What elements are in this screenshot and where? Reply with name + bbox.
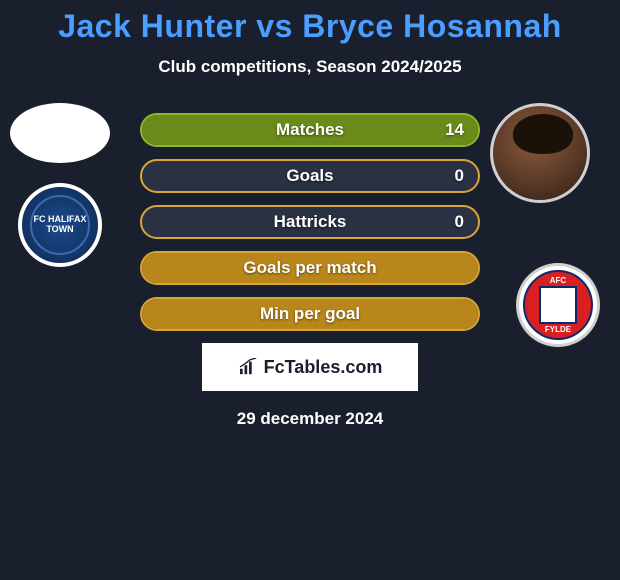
club-badge-right-label-bottom: FYLDE [525,325,591,334]
comparison-bars: Matches14Goals0Hattricks0Goals per match… [140,113,480,331]
stat-label: Hattricks [142,207,478,237]
stat-row: Matches14 [140,113,480,147]
stat-row: Min per goal [140,297,480,331]
subtitle: Club competitions, Season 2024/2025 [0,57,620,77]
player-left-avatar [10,103,110,163]
stat-value: 0 [455,207,464,237]
snapshot-date: 29 december 2024 [0,409,620,429]
player-right-avatar [490,103,590,203]
stat-label: Min per goal [142,299,478,329]
stat-label: Matches [142,115,478,145]
stat-value: 14 [445,115,464,145]
club-badge-left: FC HALIFAX TOWN [18,183,102,267]
stat-label: Goals per match [142,253,478,283]
stat-row: Hattricks0 [140,205,480,239]
club-badge-right: AFC FYLDE [516,263,600,347]
club-badge-left-label: FC HALIFAX TOWN [22,215,98,235]
comparison-panel: FC HALIFAX TOWN AFC FYLDE Matches14 Goals… [0,113,620,429]
club-badge-right-label-top: AFC [525,276,591,285]
page-title: Jack Hunter vs Bryce Hosannah [0,0,620,45]
source-logo: FcTables.com [202,343,418,391]
source-logo-text: FcTables.com [264,357,383,378]
stat-label: Goals [142,161,478,191]
chart-icon [238,358,260,376]
stat-row: Goals per match [140,251,480,285]
stat-row: Goals0 [140,159,480,193]
stat-value: 0 [455,161,464,191]
